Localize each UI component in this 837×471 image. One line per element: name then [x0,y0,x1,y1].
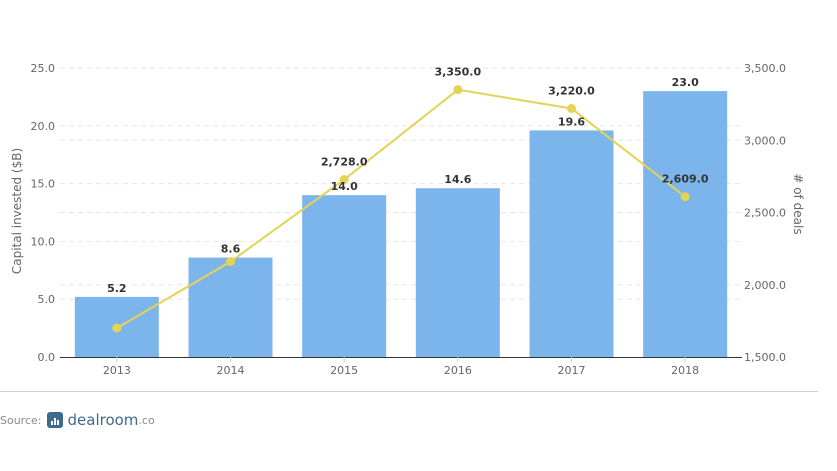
footer-divider [0,391,818,392]
bar [643,91,728,358]
y-tick-label: 0.0 [38,351,56,364]
bar [529,130,614,357]
x-tick-label: 2015 [330,364,358,377]
bar-data-label: 23.0 [672,76,699,89]
dealroom-logo-icon[interactable] [46,412,63,428]
y2-tick-label: 3,000.0 [744,134,786,147]
line-data-label: 3,350.0 [435,66,482,79]
y-tick-label: 20.0 [31,120,56,133]
bar-series [74,91,728,358]
line-point [567,103,576,113]
x-tick-label: 2013 [103,364,131,377]
brand-tld: .co [138,413,155,427]
line-series [112,85,690,333]
y-tick-label: 10.0 [31,235,56,248]
y2-tick-label: 2,000.0 [744,279,786,292]
line-data-label: 2,728.0 [321,156,368,169]
brand-name[interactable]: dealroom [67,411,139,429]
data-labels: 5.2 8.6 14.0 14.6 19.6 23.0 2,728.0 3,350.0 3,22… [107,66,709,295]
x-tick-label: 2017 [558,364,586,377]
x-tick-label: 2014 [217,364,245,377]
bar-data-label: 14.6 [444,173,471,186]
y-axis-title: Capital invested ($B) [10,148,24,274]
source-label: Source: [0,413,42,427]
bar [415,188,500,357]
y-tick-label: 25.0 [31,62,56,75]
line-point [112,323,122,333]
bar-data-label: 14.0 [331,180,358,193]
gridlines [60,67,742,300]
bar [302,195,387,357]
line-data-label: 3,220.0 [548,84,595,97]
line-data-label: 2,609.0 [662,173,709,186]
y2-tick-label: 3,500.0 [744,62,786,75]
line-point [226,257,235,267]
chart: 5.2 8.6 14.0 14.6 19.6 23.0 2,728.0 3,350.0 3,22… [10,62,805,377]
y-tick-label: 15.0 [31,178,56,191]
line-point [339,175,349,185]
y-tick-label: 5.0 [38,293,56,306]
bar [188,257,273,357]
y2-tick-label: 1,500.0 [744,351,786,364]
x-tick-label: 2018 [671,364,699,377]
y2-tick-label: 2,500.0 [744,207,786,220]
bar-data-label: 19.6 [558,115,585,128]
x-tick-label: 2016 [444,364,472,377]
y2-axis-title: # of deals [791,173,805,234]
axes: 0.0 5.0 10.0 15.0 20.0 25.0 1,500.0 2,000.0 2,50… [31,62,787,377]
line-point [680,192,690,202]
source-attribution: Source: dealroom .co [0,411,155,429]
line-path [116,88,686,329]
bar-data-label: 5.2 [107,282,127,295]
bar-data-label: 8.6 [221,243,241,256]
line-point [453,85,463,95]
